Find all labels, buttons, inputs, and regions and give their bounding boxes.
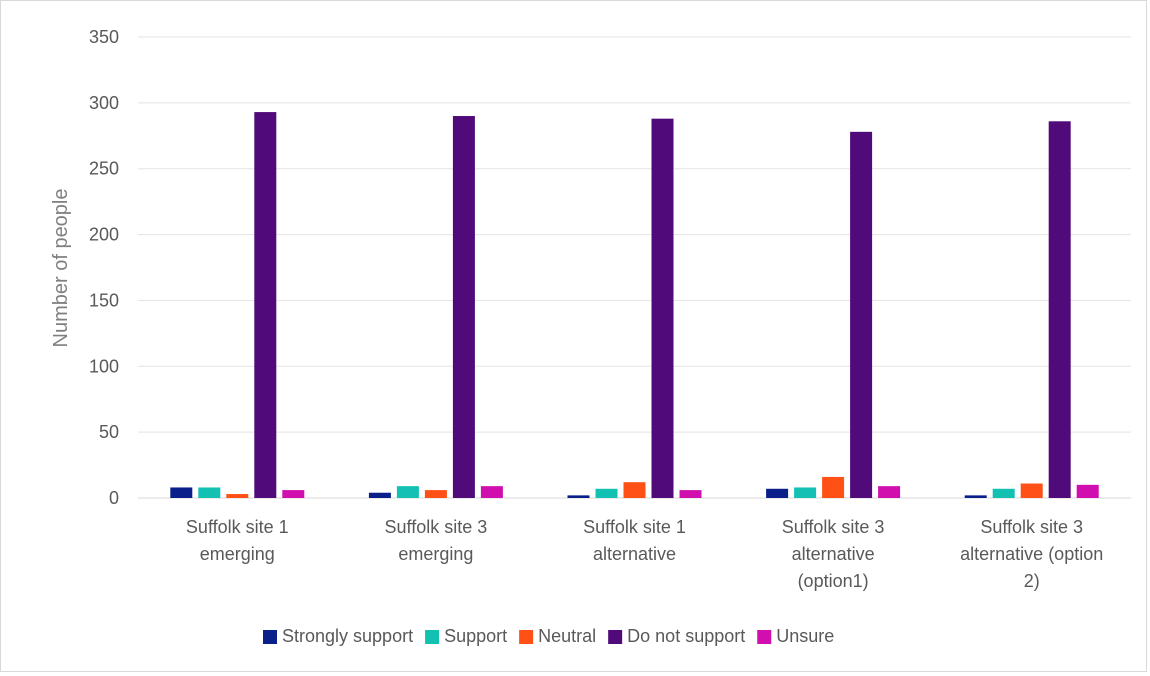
y-tick-label: 150	[89, 290, 119, 310]
x-category-label: Suffolk site 1 alternative	[583, 517, 686, 564]
legend-item: Do not support	[608, 626, 745, 646]
legend-label: Support	[444, 626, 507, 646]
y-tick-label: 250	[89, 159, 119, 179]
x-category-label: Suffolk site 3 alternative (option1)	[782, 517, 885, 591]
legend-label: Unsure	[776, 626, 834, 646]
bar-support	[198, 487, 221, 498]
bar-neutral	[1020, 483, 1043, 498]
y-axis-title: Number of people	[50, 189, 72, 348]
y-tick-label: 350	[89, 27, 119, 47]
bar-neutral	[226, 494, 249, 498]
bar-strongly-support	[368, 492, 391, 498]
y-tick-label: 300	[89, 93, 119, 113]
bar-do-not-support	[850, 131, 873, 498]
y-tick-labels: 0 50 100 150 200 250 300 350	[89, 27, 119, 508]
bar-unsure	[1076, 484, 1099, 498]
bar-neutral	[822, 476, 845, 498]
bar-strongly-support	[567, 495, 590, 498]
legend-label: Neutral	[538, 626, 596, 646]
y-tick-label: 50	[99, 422, 119, 442]
y-tick-label: 0	[109, 488, 119, 508]
legend-swatch	[757, 630, 772, 644]
legend-swatch	[425, 630, 440, 644]
bar-support	[794, 487, 817, 498]
bar-do-not-support	[452, 116, 475, 499]
legend: Strongly support Support Neutral Do not sup…	[263, 626, 834, 646]
bar-support	[992, 488, 1015, 498]
legend-swatch	[519, 630, 534, 644]
bar-do-not-support	[651, 118, 674, 499]
x-category-label: Suffolk site 3 alternative (option 2)	[960, 517, 1103, 591]
legend-item: Support	[425, 626, 507, 646]
bars	[170, 112, 1099, 499]
legend-label: Do not support	[627, 626, 745, 646]
bar-unsure	[480, 486, 503, 498]
bar-strongly-support	[170, 487, 193, 498]
x-category-label: Suffolk site 3 emerging	[385, 517, 488, 564]
bar-do-not-support	[254, 112, 277, 498]
bar-support	[396, 486, 419, 498]
bar-unsure	[282, 490, 305, 498]
legend-item: Neutral	[519, 626, 596, 646]
legend-item: Strongly support	[263, 626, 413, 646]
bar-support	[595, 488, 618, 498]
legend-label: Strongly support	[282, 626, 413, 646]
bar-do-not-support	[1048, 121, 1071, 498]
bar-strongly-support	[964, 495, 987, 498]
legend-swatch	[608, 630, 623, 644]
bar-unsure	[679, 490, 702, 498]
x-category-label: Suffolk site 1 emerging	[186, 517, 289, 564]
gridlines	[138, 36, 1131, 499]
x-category-labels: Suffolk site 1 emerging Suffolk site 3 emer…	[186, 517, 1103, 591]
bar-strongly-support	[766, 488, 789, 498]
y-tick-label: 100	[89, 356, 119, 376]
legend-item: Unsure	[757, 626, 834, 646]
bar-unsure	[878, 486, 901, 498]
bar-neutral	[623, 482, 646, 498]
legend-swatch	[263, 630, 277, 644]
bar-neutral	[424, 490, 447, 498]
y-tick-label: 200	[89, 225, 119, 245]
